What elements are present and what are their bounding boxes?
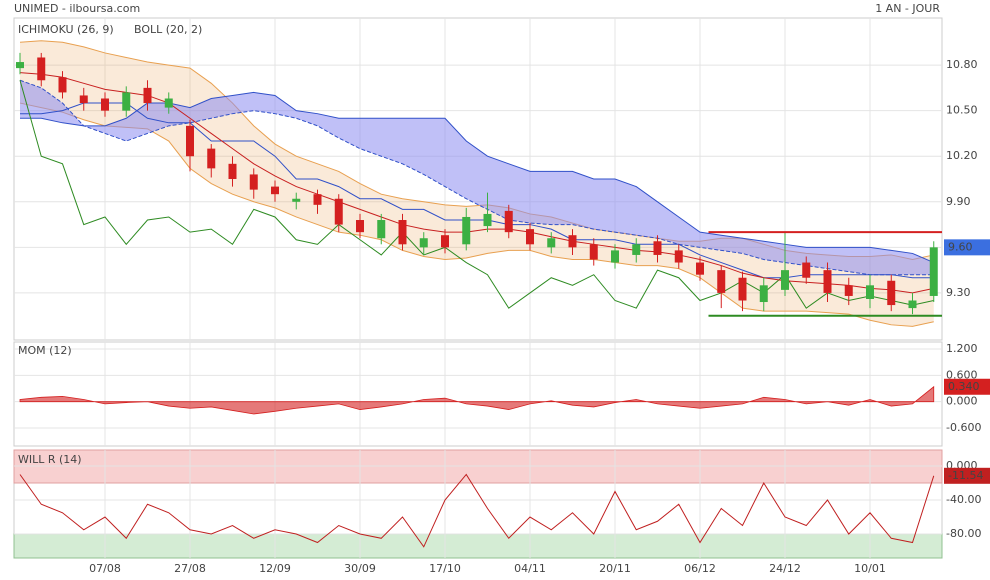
candle-body xyxy=(313,194,322,205)
y-tick-label: -80.00 xyxy=(946,527,981,540)
panel-frame xyxy=(13,341,943,447)
candle-body xyxy=(547,238,556,248)
oversold-zone xyxy=(13,533,943,559)
candle-body xyxy=(568,235,577,248)
candle-body xyxy=(611,250,619,263)
y-tick-label: 10.50 xyxy=(946,104,978,117)
candle-body xyxy=(929,247,938,296)
candle-body xyxy=(419,238,428,248)
x-tick-label: 20/11 xyxy=(599,562,631,575)
y-tick-label: 9.30 xyxy=(946,286,971,299)
last-price-bg xyxy=(944,239,990,256)
candle-body xyxy=(164,98,173,108)
candle-body xyxy=(79,95,88,104)
candle-body xyxy=(526,229,534,245)
candle-body xyxy=(781,270,789,290)
ichimoku-cloud xyxy=(20,80,934,275)
y-tick-label: 9.90 xyxy=(946,195,971,208)
legend-willr: WILL R (14) xyxy=(18,453,82,466)
candle-body xyxy=(759,285,768,303)
candle-body xyxy=(738,277,747,301)
candle-body xyxy=(271,186,279,195)
candle-body xyxy=(653,241,662,255)
candle-body xyxy=(37,57,46,81)
candle-body xyxy=(398,220,407,245)
candle-body xyxy=(143,87,152,104)
candle-body xyxy=(207,148,216,169)
candle-body xyxy=(16,62,24,69)
y-tick-label: 1.200 xyxy=(946,342,978,355)
candle-body xyxy=(887,280,896,306)
candle-body xyxy=(823,270,832,293)
candle-body xyxy=(844,285,853,296)
last-mom: 0.340 xyxy=(948,380,980,393)
candle-body xyxy=(866,285,874,299)
x-tick-label: 10/01 xyxy=(854,562,886,575)
candle-body xyxy=(441,235,449,248)
span-b xyxy=(19,79,934,276)
candle-body xyxy=(908,300,917,309)
bollinger-band xyxy=(20,40,934,327)
candle-body xyxy=(228,163,237,179)
candle-body xyxy=(101,98,109,111)
boll-lower xyxy=(19,102,934,327)
x-tick-label: 07/08 xyxy=(89,562,121,575)
y-tick-label: 0.000 xyxy=(946,395,978,408)
legend-boll: BOLL (20, 2) xyxy=(134,23,202,36)
candle-body xyxy=(462,216,471,245)
legend-mom: MOM (12) xyxy=(18,344,72,357)
candle-body xyxy=(632,244,641,255)
candle-body xyxy=(186,125,194,157)
candle-body xyxy=(122,92,131,111)
last-price: 9.60 xyxy=(948,240,973,253)
last-willr-bg xyxy=(944,467,990,484)
period: 1 AN - JOUR xyxy=(875,2,940,15)
candle-body xyxy=(483,213,492,227)
candle-body xyxy=(356,220,364,233)
candle-body xyxy=(802,262,811,278)
y-tick-label: -40.00 xyxy=(946,493,981,506)
candle-body xyxy=(292,198,301,202)
candle-body xyxy=(377,220,386,239)
candle-body xyxy=(58,77,67,93)
candle-body xyxy=(334,198,343,225)
y-tick-label: 10.20 xyxy=(946,149,978,162)
x-tick-label: 30/09 xyxy=(344,562,376,575)
candle-body xyxy=(249,174,258,190)
x-tick-label: 12/09 xyxy=(259,562,291,575)
last-willr: -11.54 xyxy=(948,469,983,482)
x-tick-label: 27/08 xyxy=(174,562,206,575)
overbought-zone xyxy=(13,449,943,484)
candle-body xyxy=(674,250,683,263)
chart-title: UNIMED - ilboursa.com xyxy=(14,2,140,15)
x-tick-label: 24/12 xyxy=(769,562,801,575)
y-tick-label: 0.600 xyxy=(946,368,978,381)
x-tick-label: 04/11 xyxy=(514,562,546,575)
last-mom-bg xyxy=(944,378,990,395)
candle-body xyxy=(696,262,704,275)
y-tick-label: 10.80 xyxy=(946,58,978,71)
mom-area xyxy=(19,385,935,415)
x-tick-label: 06/12 xyxy=(684,562,716,575)
candle-body xyxy=(589,244,598,260)
willr-line xyxy=(19,473,935,548)
candle-body xyxy=(717,270,726,293)
candle-body xyxy=(504,210,513,233)
x-tick-label: 17/10 xyxy=(429,562,461,575)
legend-ichimoku: ICHIMOKU (26, 9) xyxy=(18,23,114,36)
y-tick-label: -0.600 xyxy=(946,421,981,434)
